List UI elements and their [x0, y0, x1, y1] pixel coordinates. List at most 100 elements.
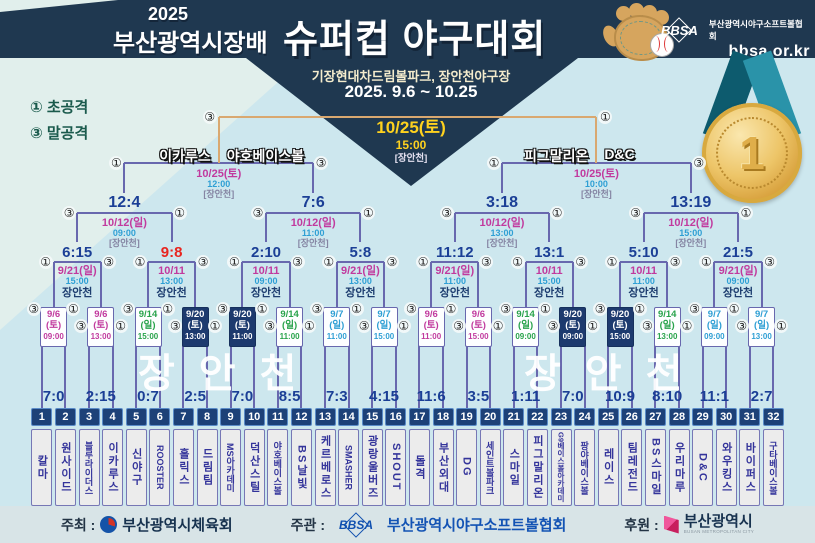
match-date: 9/20	[563, 309, 583, 320]
batting-order-mark: ③	[26, 302, 41, 316]
match-day: (토)	[470, 319, 486, 331]
match-time: 09:00	[254, 276, 278, 287]
team-name: D&C	[696, 452, 709, 483]
match-date-box: 9/6 (토) 11:00	[417, 307, 445, 347]
organizer-label: 주관 :	[290, 516, 325, 533]
bbsa-logo: BBSA	[652, 20, 707, 41]
team-number: 21	[503, 408, 525, 426]
batting-order-mark: ③	[385, 255, 399, 269]
bracket-line	[76, 213, 79, 242]
team-number: 32	[762, 408, 784, 426]
team-name: 세인트볼파크	[484, 440, 495, 495]
match-venue: [장안천]	[675, 237, 707, 248]
bracket-line	[158, 310, 161, 408]
bracket-line	[148, 261, 196, 263]
team-number: 3	[78, 408, 100, 426]
team-name: 드림팀	[201, 448, 213, 487]
bracket-line	[242, 261, 290, 263]
batting-order-mark: ①	[38, 255, 53, 269]
bracket-line	[123, 163, 126, 193]
batting-order-mark: ①	[160, 302, 175, 316]
batting-order-mark: ①	[349, 302, 364, 316]
match-date-box: 9/7 (일) 11:00	[323, 307, 351, 347]
bracket-line	[217, 117, 220, 163]
team-number: 24	[574, 408, 596, 426]
match-date: 9/14	[657, 309, 677, 320]
batting-order-mark: ①	[510, 255, 525, 269]
match-date-box: 9/14 (일) 13:00	[653, 307, 681, 347]
team-number: 6	[149, 408, 171, 426]
team-name: 광랑울버즈	[366, 435, 379, 500]
bracket-line	[52, 262, 55, 307]
team-name-box: 신야구	[125, 429, 147, 506]
bracket-line	[418, 310, 421, 408]
batting-order-mark: ③	[451, 319, 466, 333]
batting-order-mark: ①	[774, 319, 789, 333]
match-time: 15:00	[537, 276, 561, 287]
team-name-box: 블루라이더스	[78, 429, 100, 506]
match-score: 2:10	[250, 244, 282, 261]
match-time: 13:00	[348, 276, 372, 287]
bracket-line	[347, 310, 350, 408]
batting-order-mark: ①	[727, 302, 742, 316]
team-name: MS아카데미	[225, 442, 236, 493]
match-date: 10/11	[630, 265, 658, 277]
bracket-line	[465, 310, 468, 408]
glove-finger	[629, 3, 644, 18]
team-number: 23	[550, 408, 572, 426]
match-info: 10/25(토) 12:00 [장안천]	[184, 168, 254, 200]
bracket-line	[748, 310, 751, 408]
team-name-box: BS날빛	[290, 429, 312, 506]
bracket-line	[265, 213, 267, 242]
team-name: 피그말리온	[531, 435, 544, 500]
match-info: 9/21(일) 15:00 장안천	[42, 265, 112, 299]
team-name: 와우킹스	[720, 441, 733, 494]
batting-order-mark: ③	[357, 319, 372, 333]
bracket-line	[431, 261, 479, 263]
bracket-line	[430, 262, 433, 307]
bracket-line	[512, 310, 515, 408]
semifinal-team-left: 이카루스	[159, 148, 211, 164]
bracket-line	[276, 310, 279, 408]
match-score: 2:7	[750, 388, 773, 405]
match-venue: 장안천	[722, 286, 754, 299]
bracket-line	[760, 262, 763, 307]
batting-order-mark: ③	[314, 156, 329, 170]
bracket-line	[620, 261, 668, 263]
team-number: 17	[408, 408, 430, 426]
match-venue: 장안천	[156, 286, 187, 299]
host-name: 부산광역시체육회	[122, 517, 233, 534]
match-venue: [장안천]	[580, 188, 612, 199]
sponsor-subtitle: BUSAN METROPOLITAN CITY	[683, 529, 755, 535]
match-time: 11:00	[632, 276, 655, 287]
match-time: 11:00	[232, 331, 253, 341]
match-date: 9/7	[330, 309, 344, 320]
match-date: 9/21(일)	[718, 265, 758, 277]
batting-order-mark: ①	[487, 156, 501, 170]
match-date-box: 9/7 (일) 13:00	[748, 307, 776, 347]
bracket-line	[502, 162, 691, 164]
match-day: (토)	[187, 319, 203, 331]
match-score: 13:19	[670, 194, 712, 211]
match-score: 11:6	[416, 388, 446, 405]
match-date: 9/14	[138, 309, 158, 320]
match-time: 11:00	[326, 331, 347, 341]
bracket-line	[371, 310, 374, 408]
sponsor-label: 후원 :	[624, 516, 659, 533]
bracket-line	[53, 261, 101, 263]
team-name: 바이퍼스	[743, 441, 756, 494]
team-name-box: SMASHER	[338, 429, 360, 506]
match-day: (토)	[93, 319, 109, 331]
match-venue: 장안천	[250, 286, 282, 299]
team-number: 25	[597, 408, 619, 426]
batting-order-mark: ①	[133, 255, 147, 269]
team-name: SHOUT	[389, 443, 402, 492]
team-name: 원사이드	[59, 441, 72, 494]
bracket-line	[170, 213, 173, 242]
team-name-box: 덕산스틸	[243, 429, 265, 506]
match-time: 13:00	[751, 331, 772, 341]
bracket-line	[77, 212, 172, 214]
team-name-box: 케르베로스	[314, 429, 336, 506]
team-name-box: 홀릭스	[172, 429, 194, 506]
